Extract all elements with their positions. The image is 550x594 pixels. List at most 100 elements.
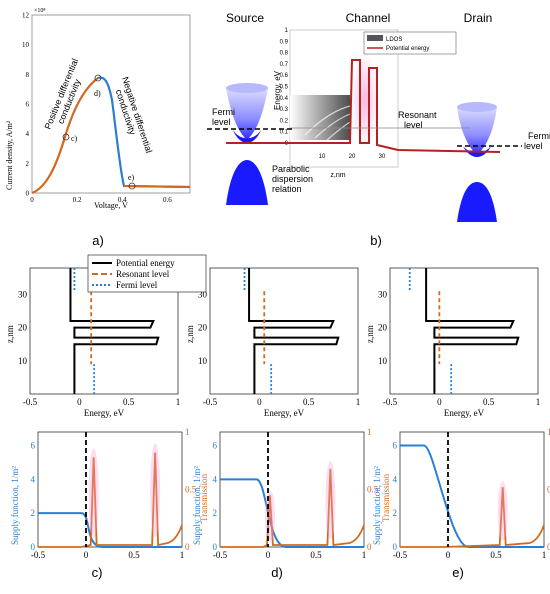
profile-legend-item: Resonant level <box>116 269 170 279</box>
source-cone-lower <box>226 160 268 205</box>
device-energy-tick: 0.7 <box>280 62 289 68</box>
device-legend <box>363 31 457 55</box>
supply-axis-label: Supply function, 1/m² <box>10 466 20 545</box>
transmission-peak-glow <box>150 443 161 538</box>
profile-y-tick: 20 <box>198 323 208 333</box>
trans-x-tick: -0.5 <box>393 550 408 560</box>
trans-x-tick: 1 <box>542 550 547 560</box>
iv-y-label: Current density, A/m² <box>5 120 14 190</box>
profile-x-tick: -0.5 <box>23 397 38 407</box>
trans-x-tick: -0.5 <box>31 550 46 560</box>
supply-function-curve <box>38 512 182 548</box>
trans-x-tick: 1 <box>180 550 185 560</box>
trans-left-tick: 2 <box>393 508 398 518</box>
iv-curve-falling <box>97 76 191 189</box>
iv-label-d: d) <box>94 89 101 98</box>
trans-left-tick: 6 <box>213 441 218 451</box>
trans-left-tick: 4 <box>393 474 398 484</box>
iv-y-tick: 8 <box>26 71 30 79</box>
panel-label-a: a) <box>92 233 104 248</box>
profile-panel-0: -0.5 0 0.5 1 10 20 30 Energy, eV z,nm <box>5 267 181 418</box>
iv-y-tick: 6 <box>26 101 30 109</box>
iv-curve-panel: 0 0.2 0.4 0.6 0 2 4 6 8 10 12 ×10⁸ Current density… <box>5 8 191 210</box>
trans-x-tick: 0 <box>446 550 451 560</box>
profile-x-tick: 0 <box>77 397 82 407</box>
trans-left-tick: 6 <box>31 441 36 451</box>
iv-point-c <box>62 133 70 141</box>
resonant-label-1: Resonant <box>398 110 437 120</box>
iv-ticks: 0 0.2 0.4 0.6 0 2 4 6 8 10 12 <box>22 12 172 205</box>
device-energy-tick: 0.9 <box>280 39 289 45</box>
device-energy-tick: 0.5 <box>280 85 289 91</box>
device-z-tick: 30 <box>379 154 386 160</box>
iv-axes-box <box>31 14 191 194</box>
device-energy-tick: 0.3 <box>280 107 289 113</box>
parabolic-3: relation <box>272 184 302 194</box>
channel-label: Channel <box>346 11 391 25</box>
iv-exponent: ×10⁸ <box>34 8 45 14</box>
profile-y-tick: 30 <box>18 290 28 300</box>
trans-right-tick: 1 <box>547 427 550 437</box>
profile-y-tick: 30 <box>198 290 208 300</box>
fermi-right-1: Fermi <box>528 131 550 141</box>
iv-curve-rising <box>31 77 99 195</box>
iv-label-c: c) <box>71 134 78 143</box>
profile-x-tick: 0 <box>437 397 442 407</box>
drain-cone-lower <box>457 182 497 222</box>
source-cone-upper <box>226 88 268 140</box>
potential-energy-line <box>425 268 520 394</box>
trans-left-tick: 0 <box>393 542 398 552</box>
trans-right-tick: 0.5 <box>547 485 550 495</box>
profile-x-tick: 0.5 <box>303 397 315 407</box>
source-label: Source <box>226 11 264 25</box>
transmission-curve <box>220 468 365 548</box>
potential-energy-line <box>69 268 160 394</box>
transmission-curve <box>38 452 183 548</box>
transmission-peak-glow <box>264 490 275 542</box>
potential-profile <box>226 59 501 153</box>
trans-right-tick: 1 <box>367 427 372 437</box>
device-energy-tick: 0.2 <box>280 118 289 124</box>
iv-y-tick: 4 <box>26 130 30 138</box>
profile-x-label: Energy, eV <box>264 408 305 418</box>
profile-y-tick: 10 <box>378 356 388 366</box>
drain-label: Drain <box>464 11 493 25</box>
trans-right-tick: 0 <box>185 542 190 552</box>
fermi-left-1: Fermi <box>212 107 235 117</box>
device-energy-tick: 1 <box>285 28 289 34</box>
trans-x-tick: 0.5 <box>128 550 140 560</box>
trans-x-tick: 1 <box>362 550 367 560</box>
legend-ldos-swatch <box>367 35 383 41</box>
profile-x-tick: 1 <box>536 397 541 407</box>
ldos-map <box>290 95 350 140</box>
profile-y-label: z,nm <box>185 325 195 343</box>
legend-ldos: LDOS <box>386 37 402 43</box>
device-panel: Source Channel Drain 00.10.20.30.40.50.6… <box>207 11 550 222</box>
trans-right-tick: 1 <box>185 427 190 437</box>
supply-axis-label: Supply function, 1/m² <box>372 466 382 545</box>
device-z-tick: 20 <box>349 154 356 160</box>
iv-x-tick: 0.2 <box>73 196 82 204</box>
device-energy-tick: 0.4 <box>280 96 289 102</box>
transmission-axes <box>399 431 545 548</box>
transmission-axes <box>37 431 183 548</box>
profile-axes <box>389 267 539 395</box>
trans-right-tick: 0.5 <box>367 485 379 495</box>
profile-x-tick: 0 <box>257 397 262 407</box>
profile-x-tick: 1 <box>176 397 181 407</box>
trans-x-tick: 0 <box>266 550 271 560</box>
source-cone-top <box>226 83 268 93</box>
supply-axis-label: Supply function, 1/m² <box>192 466 202 545</box>
trans-right-tick: 0 <box>367 542 372 552</box>
iv-x-tick: 0.4 <box>118 196 127 204</box>
source-fill <box>233 130 261 143</box>
trans-x-tick: -0.5 <box>213 550 228 560</box>
trans-left-tick: 2 <box>213 508 218 518</box>
panel-label-c: c) <box>92 565 103 580</box>
ldos-arc-2 <box>314 113 351 139</box>
panel-label-d: d) <box>271 565 283 580</box>
trans-x-tick: 0.5 <box>490 550 502 560</box>
profile-x-tick: -0.5 <box>383 397 398 407</box>
